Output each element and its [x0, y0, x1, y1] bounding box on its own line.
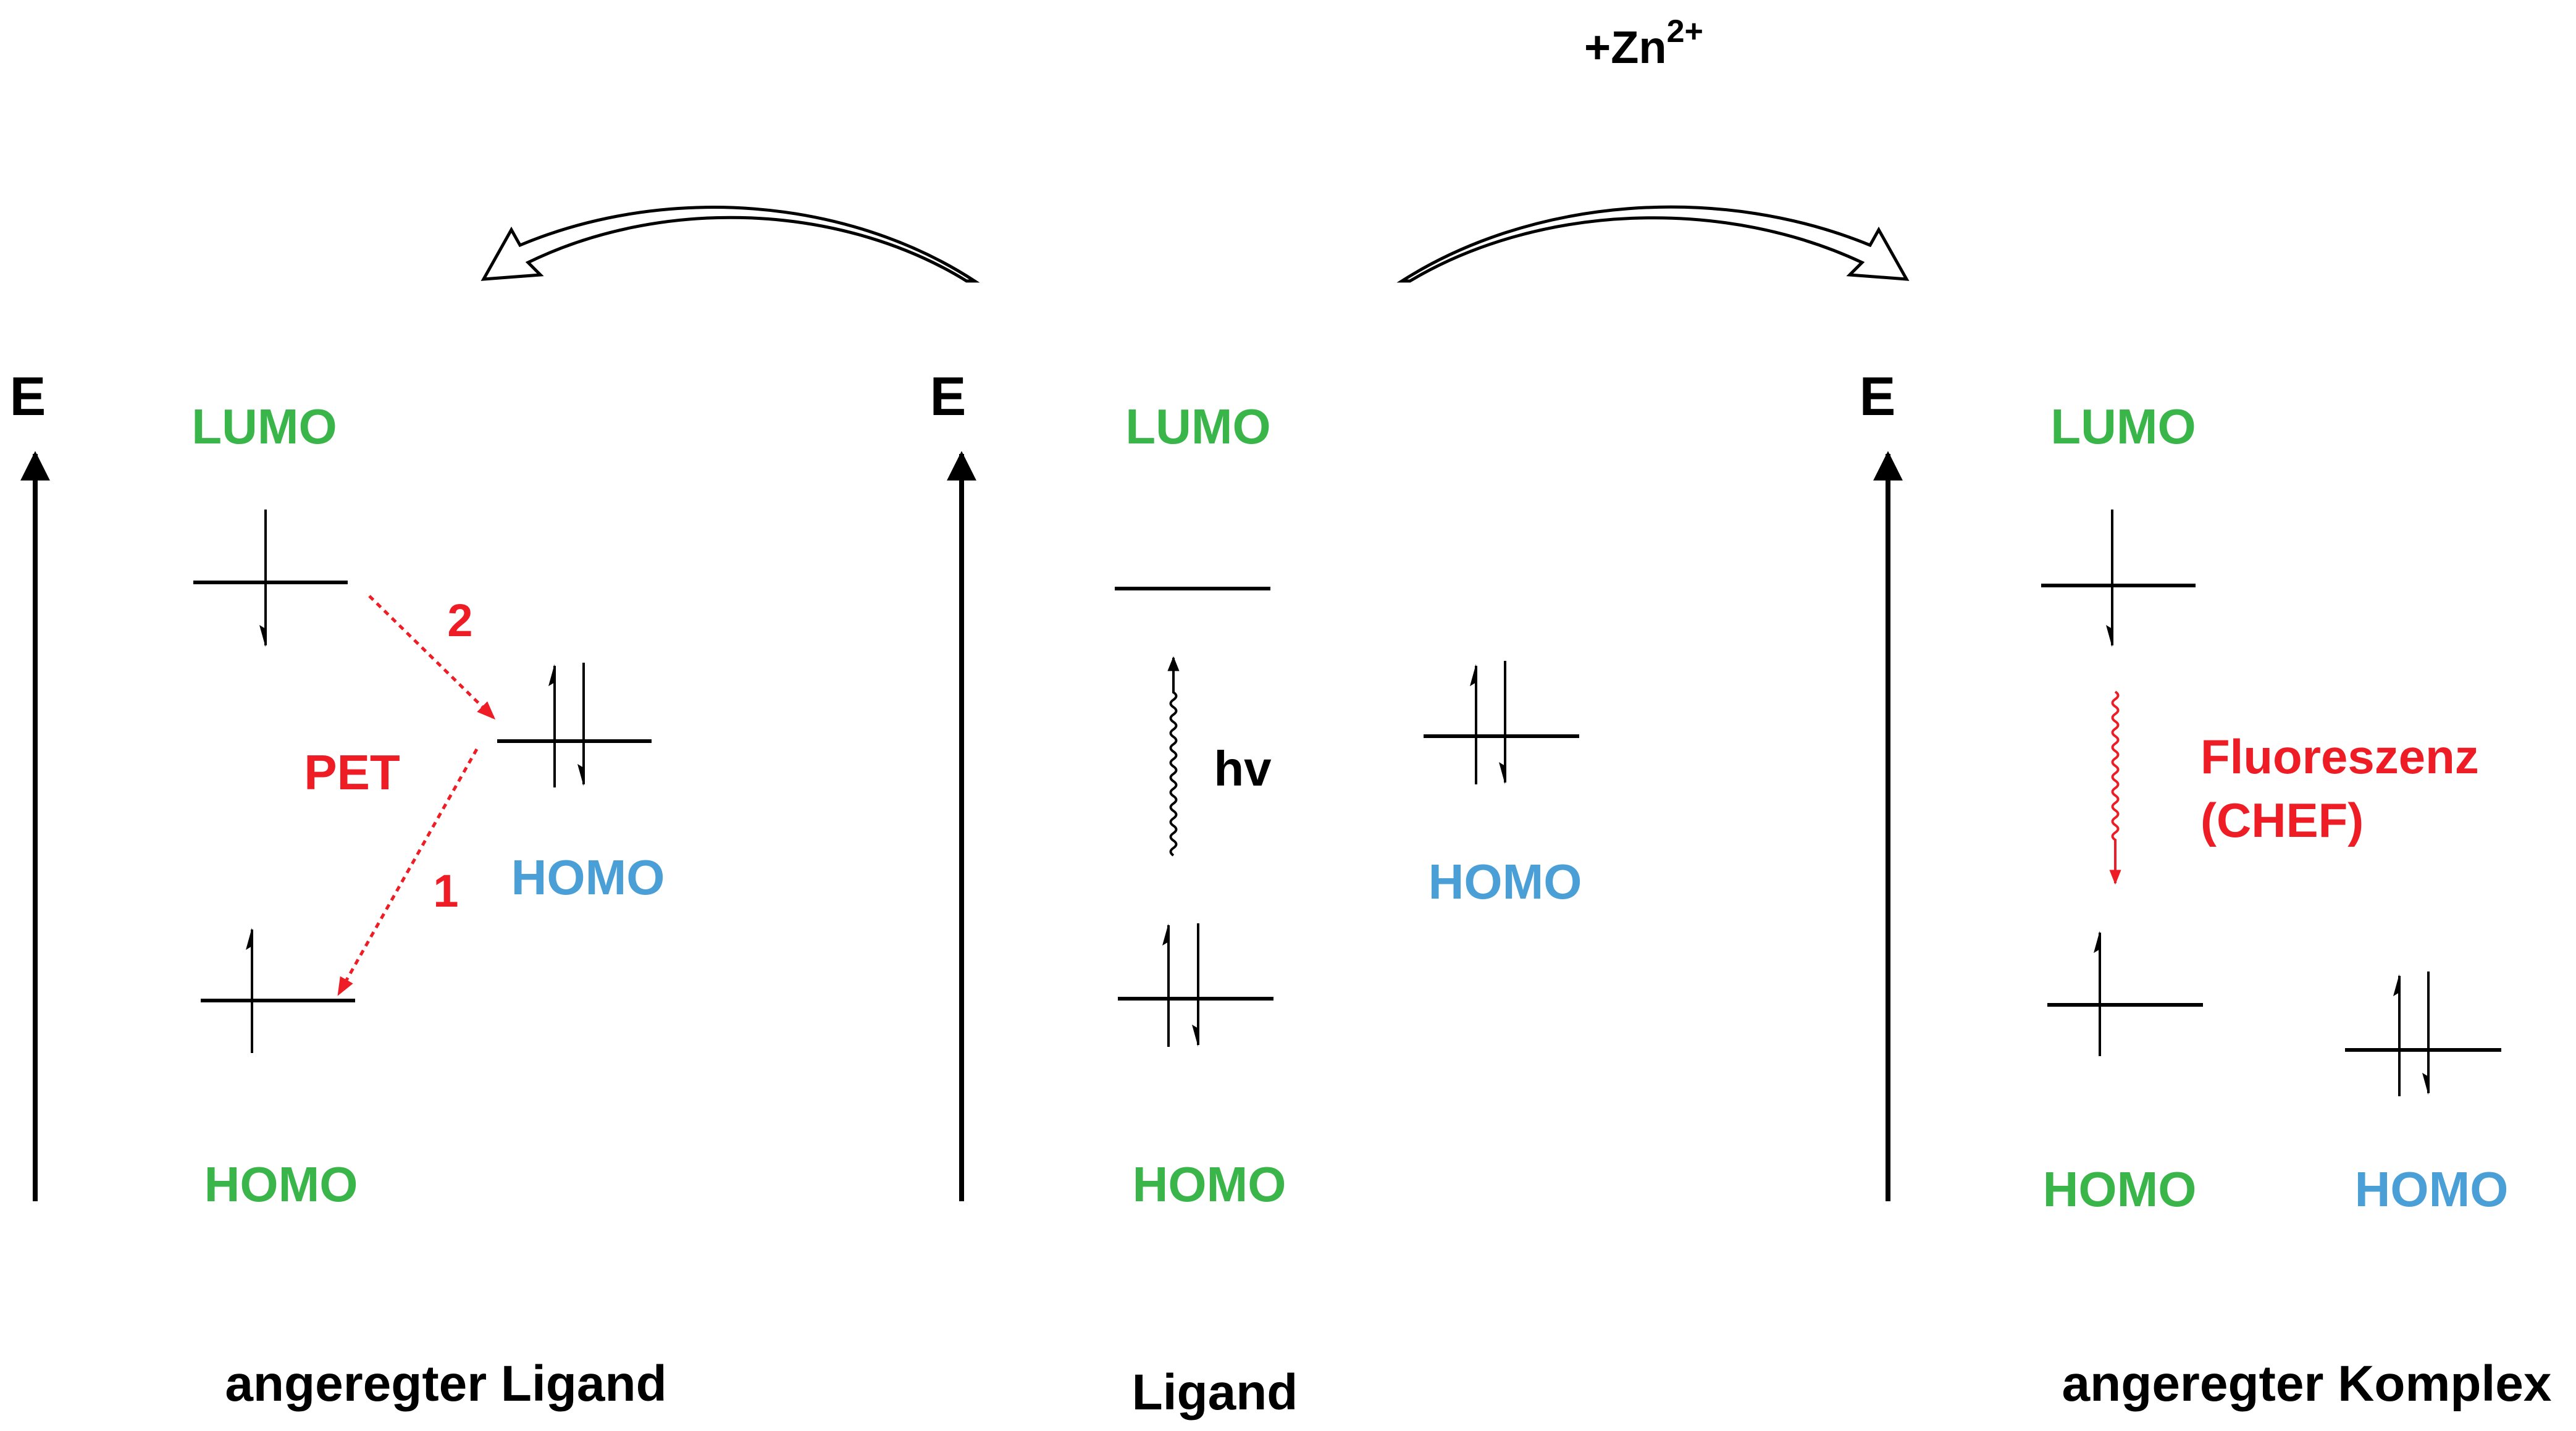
pet-step-1-arrow	[337, 748, 479, 996]
donor-homo-level	[497, 663, 652, 787]
fluorescence-wave-arrow	[2109, 690, 2121, 885]
metal-homo-level	[2345, 971, 2501, 1096]
transition-arrow-to-excited-complex	[1396, 205, 1910, 283]
ligand-homo-label: HOMO	[2043, 1162, 2197, 1217]
pet-step-2-label: 2	[447, 595, 472, 646]
chef-label: (CHEF)	[2201, 793, 2364, 847]
ligand-lumo-label: LUMO	[191, 399, 337, 454]
panel-excited-complex: E LUMO Fluoreszenz (CHEF) HOMO HOMO ange…	[1860, 366, 2552, 1412]
energy-axis-label: E	[10, 366, 46, 427]
fluorescence-label: Fluoreszenz	[2201, 729, 2479, 784]
pet-step-2-arrow	[368, 595, 496, 720]
pet-step-1-label: 1	[433, 865, 458, 917]
ligand-lumo-label: LUMO	[2050, 399, 2196, 454]
donor-homo-level	[1424, 661, 1579, 784]
ligand-homo-level	[201, 928, 355, 1053]
donor-homo-label: HOMO	[511, 850, 665, 905]
panel-caption: angeregter Ligand	[225, 1356, 666, 1412]
panel-caption: angeregter Komplex	[2062, 1356, 2552, 1412]
zinc-charge: 2+	[1667, 14, 1703, 49]
ligand-lumo-label: LUMO	[1125, 399, 1271, 454]
energy-axis-label: E	[930, 366, 967, 427]
energy-axis-label: E	[1860, 366, 1896, 427]
metal-homo-label: HOMO	[2355, 1162, 2509, 1217]
panel-excited-ligand: E LUMO HOMO HOMO 2 PET 1 ange	[10, 366, 667, 1412]
panel-caption: Ligand	[1132, 1364, 1298, 1421]
transition-arrow-to-excited-ligand	[480, 206, 980, 283]
ligand-homo-label: HOMO	[204, 1157, 358, 1212]
photon-label: hv	[1214, 741, 1272, 796]
pet-label: PET	[304, 745, 400, 800]
ligand-homo-label: HOMO	[1133, 1157, 1286, 1212]
panel-ligand: E LUMO hv HOMO HOMO Ligand	[930, 366, 1582, 1421]
ligand-lumo-level	[2041, 510, 2196, 647]
zinc-symbol: +Zn	[1584, 22, 1667, 73]
ligand-homo-level	[1118, 923, 1273, 1047]
zinc-addition-label: +Zn2+	[1584, 14, 1703, 73]
ligand-homo-level	[2047, 931, 2203, 1056]
excitation-wave-arrow	[1167, 656, 1180, 857]
ligand-lumo-level	[193, 510, 348, 647]
donor-homo-label: HOMO	[1429, 854, 1582, 909]
